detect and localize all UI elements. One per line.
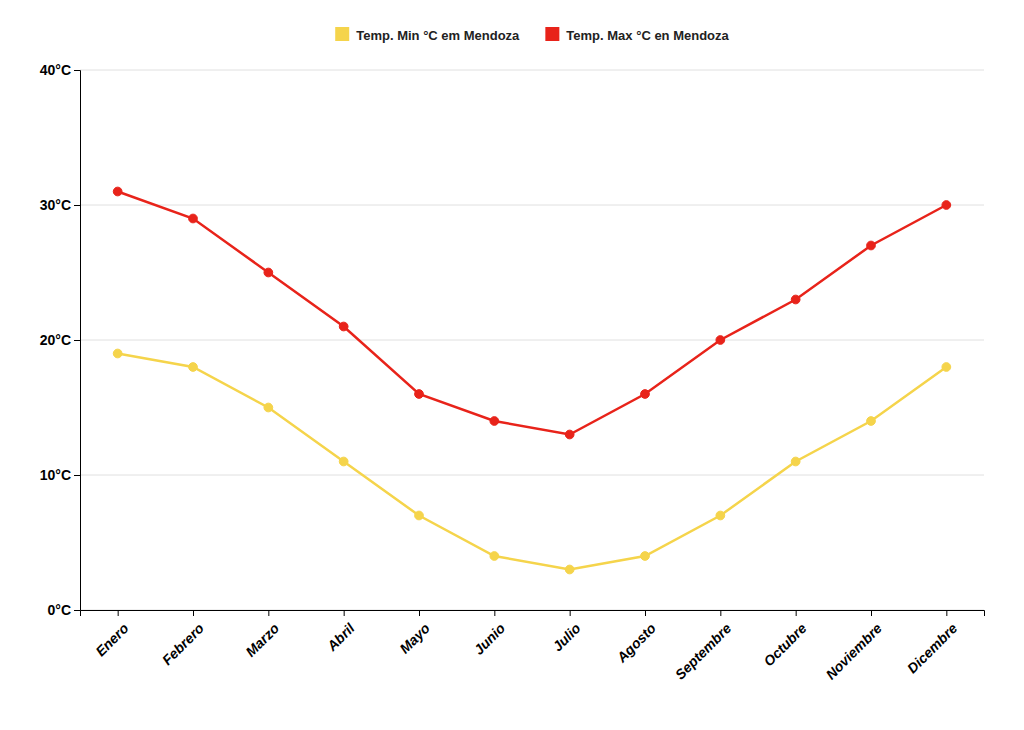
series-line bbox=[118, 354, 947, 570]
x-tick: Septembre bbox=[672, 610, 735, 683]
x-tick-mark bbox=[871, 610, 872, 616]
series-marker bbox=[716, 511, 725, 520]
x-tick-label: Octubre bbox=[760, 620, 809, 669]
x-tick-label: Julio bbox=[549, 620, 584, 655]
y-axis-line bbox=[74, 71, 81, 611]
series-marker bbox=[189, 214, 198, 223]
x-tick-mark bbox=[344, 610, 345, 616]
legend: Temp. Min °C em Mendoza Temp. Max °C en M… bbox=[335, 27, 729, 43]
y-tick: 10°C bbox=[40, 467, 80, 483]
x-tick-mark bbox=[645, 610, 646, 616]
series-marker bbox=[867, 417, 876, 426]
series-line bbox=[118, 192, 947, 435]
series-marker bbox=[415, 511, 424, 520]
legend-label: Temp. Min °C em Mendoza bbox=[356, 28, 520, 43]
series-marker bbox=[264, 268, 273, 277]
y-tick-label: 30°C bbox=[40, 197, 71, 213]
series-marker bbox=[791, 457, 800, 466]
series-marker bbox=[339, 457, 348, 466]
y-tick-label: 10°C bbox=[40, 467, 71, 483]
series-marker bbox=[641, 552, 650, 561]
x-tick-label: Agosto bbox=[613, 620, 659, 666]
y-tick-mark bbox=[74, 205, 80, 206]
y-tick: 40°C bbox=[40, 62, 80, 78]
x-tick-mark bbox=[570, 610, 571, 616]
x-tick-mark bbox=[946, 610, 947, 616]
x-axis-line bbox=[81, 611, 985, 617]
y-tick-mark bbox=[74, 70, 80, 71]
series-marker bbox=[264, 403, 273, 412]
legend-swatch bbox=[545, 27, 559, 41]
grid-line bbox=[80, 340, 984, 341]
series-marker bbox=[641, 390, 650, 399]
x-tick: Noviembre bbox=[822, 610, 885, 683]
x-tick-mark bbox=[193, 610, 194, 616]
y-tick-label: 20°C bbox=[40, 332, 71, 348]
series-marker bbox=[791, 295, 800, 304]
x-tick: Octubre bbox=[760, 610, 809, 669]
series-marker bbox=[415, 390, 424, 399]
y-tick: 30°C bbox=[40, 197, 80, 213]
x-tick-mark bbox=[494, 610, 495, 616]
x-tick-label: Mayo bbox=[396, 620, 433, 657]
x-tick: Julio bbox=[549, 610, 584, 654]
series-marker bbox=[942, 201, 951, 210]
x-tick: Enero bbox=[92, 610, 132, 659]
legend-item: Temp. Max °C en Mendoza bbox=[545, 27, 729, 43]
legend-item: Temp. Min °C em Mendoza bbox=[335, 27, 520, 43]
chart: 0°C 10°C 20°C 30°C 40°C Enero Febrero Marzo Abri… bbox=[0, 0, 1024, 730]
series-marker bbox=[565, 430, 574, 439]
series-group bbox=[113, 187, 950, 574]
grid-line bbox=[80, 475, 984, 476]
series-marker bbox=[942, 363, 951, 372]
x-tick-label: Noviembre bbox=[822, 620, 885, 683]
legend-label: Temp. Max °C en Mendoza bbox=[566, 28, 729, 43]
x-tick-mark bbox=[796, 610, 797, 616]
y-tick-mark bbox=[74, 340, 80, 341]
y-tick-label: 0°C bbox=[48, 602, 72, 618]
grid-line bbox=[80, 70, 984, 71]
y-tick: 0°C bbox=[48, 602, 81, 618]
grid-line bbox=[80, 205, 984, 206]
legend-swatch bbox=[335, 27, 349, 41]
x-tick: Febrero bbox=[159, 610, 207, 668]
series-marker bbox=[113, 187, 122, 196]
y-tick-label: 40°C bbox=[40, 62, 71, 78]
x-tick-label: Junio bbox=[471, 620, 509, 658]
series-marker bbox=[490, 552, 499, 561]
x-tick-label: Enero bbox=[92, 620, 132, 660]
x-tick-mark bbox=[268, 610, 269, 616]
series-marker bbox=[867, 241, 876, 250]
plot-area: 0°C 10°C 20°C 30°C 40°C Enero Febrero Marzo Abri… bbox=[40, 62, 985, 683]
series-marker bbox=[565, 565, 574, 574]
x-tick: Dicembre bbox=[904, 610, 961, 676]
series-marker bbox=[189, 363, 198, 372]
x-tick: Junio bbox=[471, 610, 509, 658]
y-tick-mark bbox=[74, 610, 80, 611]
y-tick: 20°C bbox=[40, 332, 80, 348]
x-tick-label: Septembre bbox=[672, 620, 735, 683]
y-axis: 0°C 10°C 20°C 30°C 40°C bbox=[40, 62, 81, 618]
x-tick: Abril bbox=[323, 610, 358, 655]
y-tick-mark bbox=[74, 475, 80, 476]
x-tick-label: Dicembre bbox=[904, 620, 961, 677]
series-marker bbox=[716, 336, 725, 345]
x-axis: Enero Febrero Marzo Abril Mayo Junio Julio Agos… bbox=[81, 610, 985, 683]
grid bbox=[80, 70, 984, 610]
x-tick: Agosto bbox=[613, 610, 659, 666]
x-tick-label: Abril bbox=[323, 619, 358, 654]
series-marker bbox=[113, 349, 122, 358]
x-tick-mark bbox=[720, 610, 721, 616]
x-tick-mark bbox=[419, 610, 420, 616]
x-tick-mark bbox=[118, 610, 119, 616]
series-marker bbox=[490, 417, 499, 426]
series-marker bbox=[339, 322, 348, 331]
x-tick-label: Marzo bbox=[242, 620, 282, 660]
x-tick: Marzo bbox=[242, 610, 282, 660]
x-tick-label: Febrero bbox=[159, 620, 207, 668]
x-tick: Mayo bbox=[396, 610, 433, 657]
